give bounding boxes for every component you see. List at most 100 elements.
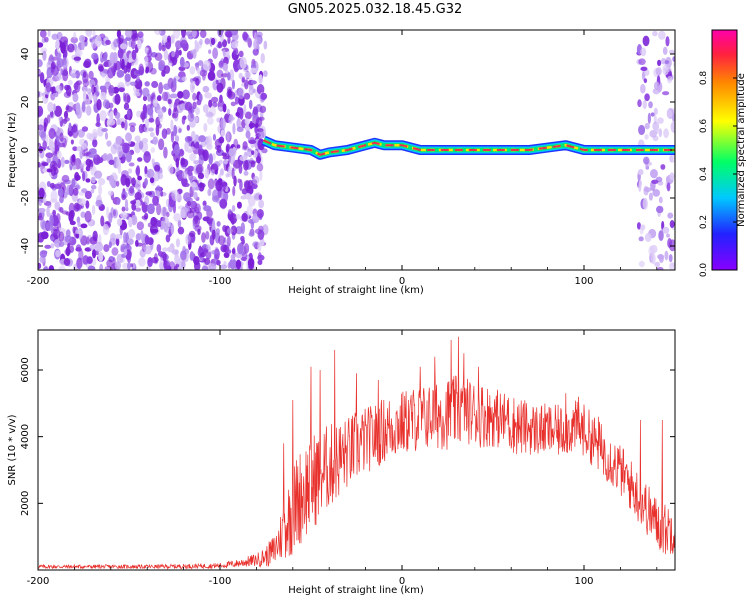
noise-speckle	[175, 157, 180, 168]
noise-speckle	[670, 121, 675, 133]
noise-speckle	[38, 59, 43, 68]
noise-speckle	[194, 225, 202, 232]
noise-speckle	[144, 178, 148, 186]
noise-speckle	[99, 85, 105, 91]
noise-speckle	[173, 144, 180, 156]
snr-x-ticks: -200 -100 0 100	[27, 330, 658, 587]
noise-speckle	[180, 250, 187, 261]
noise-speckle	[134, 180, 142, 190]
colorbar-ticks: 0.0 0.2 0.4 0.6 0.8	[699, 71, 737, 277]
noise-speckle	[178, 128, 182, 133]
noise-speckle	[212, 47, 219, 60]
noise-speckle	[82, 70, 87, 78]
noise-speckle	[119, 43, 128, 50]
noise-speckle	[39, 250, 48, 258]
noise-speckle	[644, 134, 649, 140]
noise-speckle	[91, 52, 99, 60]
noise-speckle	[163, 49, 169, 61]
noise-speckle	[148, 127, 154, 132]
noise-speckle	[110, 233, 117, 241]
noise-speckle	[60, 36, 69, 45]
noise-speckle	[61, 210, 69, 215]
noise-speckle	[98, 65, 104, 72]
noise-speckle	[203, 122, 208, 133]
noise-speckle	[87, 265, 96, 270]
noise-speckle	[662, 46, 668, 55]
noise-speckle	[171, 51, 176, 58]
noise-speckle	[669, 220, 675, 229]
noise-speckle	[210, 169, 216, 176]
noise-speckle	[227, 35, 231, 44]
noise-speckle	[219, 94, 223, 103]
noise-speckle	[115, 180, 120, 187]
noise-speckle	[208, 49, 212, 54]
noise-speckle	[179, 56, 185, 68]
noise-speckle	[187, 136, 193, 142]
noise-speckle	[170, 224, 175, 235]
noise-speckle	[228, 148, 235, 157]
noise-speckle	[185, 31, 193, 36]
noise-speckle	[212, 152, 216, 161]
noise-speckle	[158, 42, 162, 51]
noise-speckle	[131, 49, 137, 60]
noise-speckle	[223, 159, 229, 165]
noise-speckle	[640, 224, 646, 231]
noise-speckle	[252, 48, 259, 56]
noise-speckle	[114, 93, 121, 105]
noise-speckle	[189, 230, 196, 238]
noise-speckle	[642, 99, 647, 110]
spectrogram-y-tick-label: 40	[20, 48, 31, 61]
noise-speckle	[150, 216, 158, 227]
noise-speckle	[58, 241, 65, 247]
noise-speckle	[135, 69, 143, 75]
noise-speckle	[174, 259, 181, 265]
noise-speckle	[47, 30, 51, 37]
noise-speckle	[192, 77, 199, 82]
noise-speckle	[129, 185, 135, 194]
noise-speckle	[231, 79, 236, 90]
noise-speckle	[115, 237, 120, 247]
noise-speckle	[141, 87, 150, 97]
noise-speckle	[243, 170, 249, 176]
noise-speckle	[213, 163, 218, 171]
noise-speckle	[38, 105, 44, 117]
noise-speckle	[51, 92, 59, 98]
noise-speckle	[38, 187, 45, 199]
noise-speckle	[81, 85, 88, 93]
noise-speckle	[78, 198, 87, 206]
noise-speckle	[202, 60, 211, 72]
noise-speckle	[119, 225, 123, 236]
noise-speckle	[220, 129, 226, 137]
noise-speckle	[155, 124, 160, 136]
noise-speckle	[71, 178, 76, 188]
noise-speckle	[38, 128, 46, 139]
noise-speckle	[158, 82, 164, 94]
noise-speckle	[182, 115, 187, 120]
noise-speckle	[109, 174, 115, 186]
noise-speckle	[202, 248, 209, 254]
noise-speckle	[124, 199, 129, 210]
noise-speckle	[89, 236, 98, 245]
noise-speckle	[147, 222, 153, 228]
noise-speckle	[106, 140, 112, 147]
noise-speckle	[258, 130, 265, 139]
noise-speckle	[194, 39, 198, 47]
noise-speckle	[117, 145, 123, 158]
noise-speckle	[198, 135, 206, 143]
noise-speckle	[660, 164, 666, 170]
noise-speckle	[67, 43, 75, 53]
noise-speckle	[172, 77, 177, 88]
noise-speckle	[206, 138, 211, 144]
noise-speckle	[666, 233, 670, 238]
noise-speckle	[138, 123, 144, 134]
noise-speckle	[663, 128, 669, 139]
noise-speckle	[259, 105, 267, 114]
noise-speckle	[134, 192, 142, 201]
noise-speckle	[60, 42, 66, 54]
noise-speckle	[42, 140, 47, 151]
noise-speckle	[91, 128, 98, 141]
chart-title: GN05.2025.032.18.45.G32	[287, 2, 463, 17]
noise-speckle	[148, 117, 155, 123]
noise-speckle	[161, 70, 166, 77]
